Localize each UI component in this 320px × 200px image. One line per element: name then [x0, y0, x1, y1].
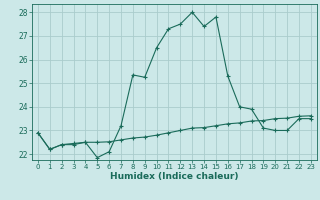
X-axis label: Humidex (Indice chaleur): Humidex (Indice chaleur) — [110, 172, 239, 181]
